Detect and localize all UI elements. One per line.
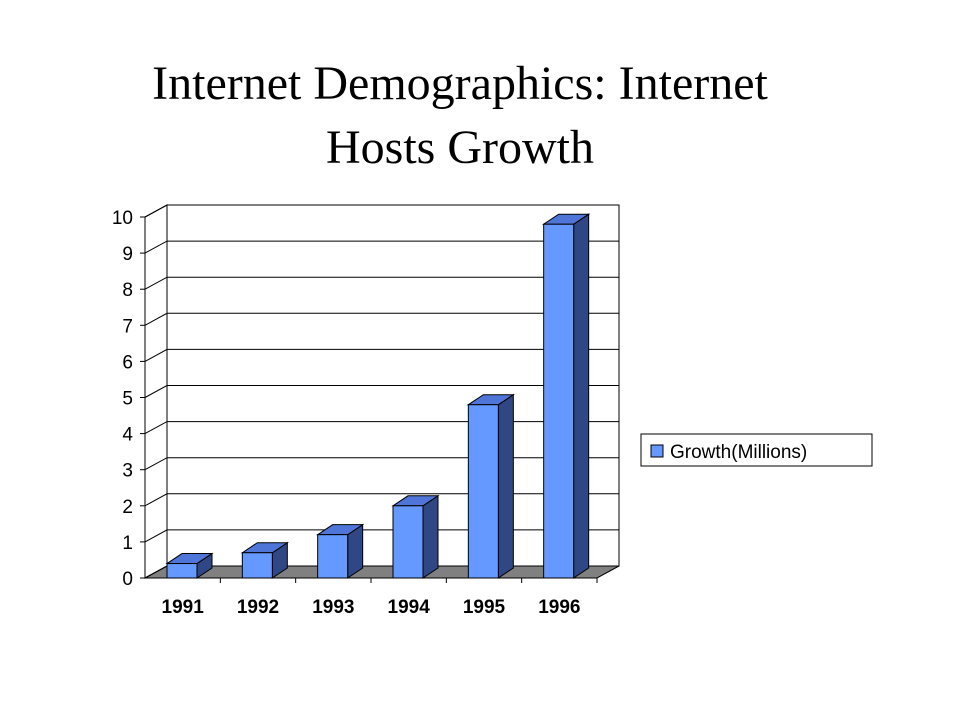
gridline <box>144 348 619 362</box>
gridline <box>144 240 619 254</box>
bar-front <box>241 552 273 579</box>
slide-title-line-2: Hosts Growth <box>325 121 594 174</box>
bar-front <box>317 534 349 579</box>
bar-front <box>543 223 575 579</box>
bar <box>542 213 591 579</box>
bar-front <box>392 505 424 579</box>
legend-swatch <box>650 444 664 458</box>
bar-front <box>467 404 499 579</box>
slide-title: Internet Demographics: Internet Hosts Gr… <box>0 52 920 180</box>
legend: Growth(Millions) <box>640 433 873 467</box>
bar <box>316 523 365 579</box>
x-tick-label: 1995 <box>463 597 506 618</box>
gridline <box>144 312 619 326</box>
bar <box>240 541 289 579</box>
slide-title-line-1: Internet Demographics: Internet <box>152 57 768 110</box>
bar <box>165 552 214 579</box>
y-tick-label: 6 <box>122 352 133 373</box>
y-tick-label: 0 <box>122 569 133 590</box>
gridline <box>144 204 619 218</box>
legend-label: Growth(Millions) <box>670 442 807 463</box>
y-tick-label: 2 <box>122 497 133 518</box>
y-tick-label: 10 <box>112 208 133 229</box>
y-tick-label: 7 <box>122 316 133 337</box>
bars <box>165 213 591 579</box>
gridline <box>144 276 619 290</box>
bar <box>466 393 515 579</box>
y-tick-label: 5 <box>122 389 133 410</box>
x-tick-label: 1992 <box>237 597 279 618</box>
bar-side <box>422 494 439 579</box>
y-tick-label: 8 <box>122 280 133 301</box>
bar-front <box>166 563 198 579</box>
y-axis: 0 1 2 3 4 5 6 7 8 9 10 <box>112 208 146 590</box>
bar <box>391 494 440 579</box>
bar-side <box>497 393 514 579</box>
x-tick-label: 1993 <box>312 597 354 618</box>
y-tick-label: 9 <box>122 244 133 265</box>
x-tick-label: 1991 <box>162 597 205 618</box>
x-axis-labels: 1991 1992 1993 1994 1995 1996 <box>162 578 598 618</box>
bar-side <box>573 213 590 579</box>
y-tick-label: 3 <box>122 461 133 482</box>
y-tick-label: 4 <box>122 425 133 446</box>
x-tick-label: 1996 <box>538 597 580 618</box>
x-tick-label: 1994 <box>388 597 431 618</box>
legend-box <box>640 433 873 467</box>
y-tick-label: 1 <box>122 533 133 554</box>
gridline <box>144 385 619 398</box>
